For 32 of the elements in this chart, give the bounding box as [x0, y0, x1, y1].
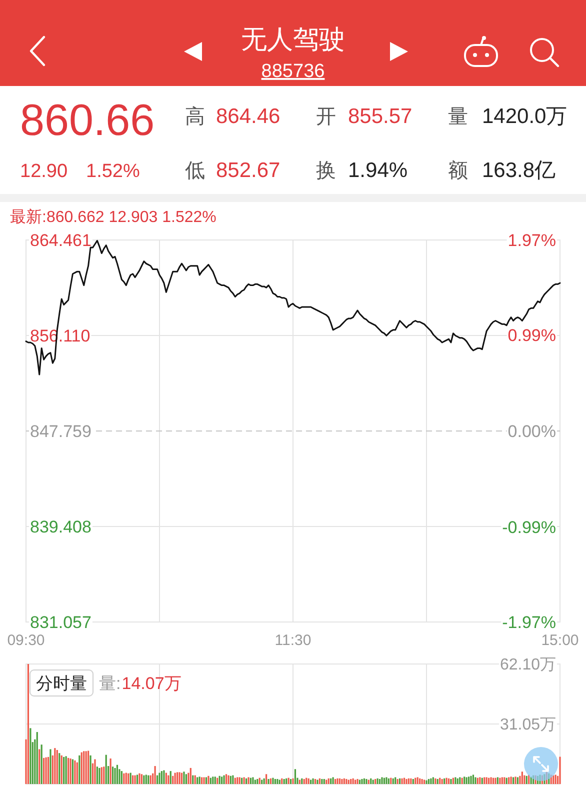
y-tick-label: 847.759 [30, 422, 92, 441]
annotation: 14.07万 [122, 674, 182, 693]
title: 无人驾驶 [241, 24, 345, 54]
y-tick-label: 62.10万 [500, 656, 556, 674]
stat-label: 额 [448, 160, 468, 182]
subtitle: 885736 [261, 61, 325, 82]
stat-value: 852.67 [216, 159, 280, 182]
y2-tick-label: 1.97% [508, 230, 556, 250]
title: 分时量 [36, 674, 87, 693]
stat-value: 163.8亿 [482, 159, 556, 182]
stat-value: 864.46 [216, 105, 280, 128]
x-tick-label: 09:30 [7, 632, 45, 649]
stat-label: 量 [448, 106, 468, 128]
y-tick-label: 831.057 [30, 612, 92, 632]
y-tick-label: 31.05万 [500, 716, 556, 734]
title: 最新:860.662 12.903 1.522% [10, 209, 216, 226]
stat-value: 855.57 [348, 105, 412, 128]
stat-label: 低 [185, 160, 205, 182]
y2-tick-label: -1.97% [502, 612, 556, 632]
stat-value: 1420.0万 [482, 105, 568, 128]
y2-tick-label: 0.00% [508, 422, 556, 441]
stat-label: 换 [316, 160, 336, 182]
annotation: 量: [99, 674, 121, 693]
x-tick-label: 15:00 [541, 632, 579, 649]
stat-label: 高 [185, 106, 205, 128]
y-tick-label: 839.408 [30, 517, 92, 536]
stat-label: 开 [316, 106, 336, 128]
y-tick-label: 864.461 [30, 230, 92, 250]
x-tick-label: 11:30 [274, 632, 312, 649]
y2-tick-label: 0.99% [508, 326, 556, 345]
y2-tick-label: -0.99% [502, 518, 556, 537]
stat-value: 1.94% [348, 159, 408, 182]
